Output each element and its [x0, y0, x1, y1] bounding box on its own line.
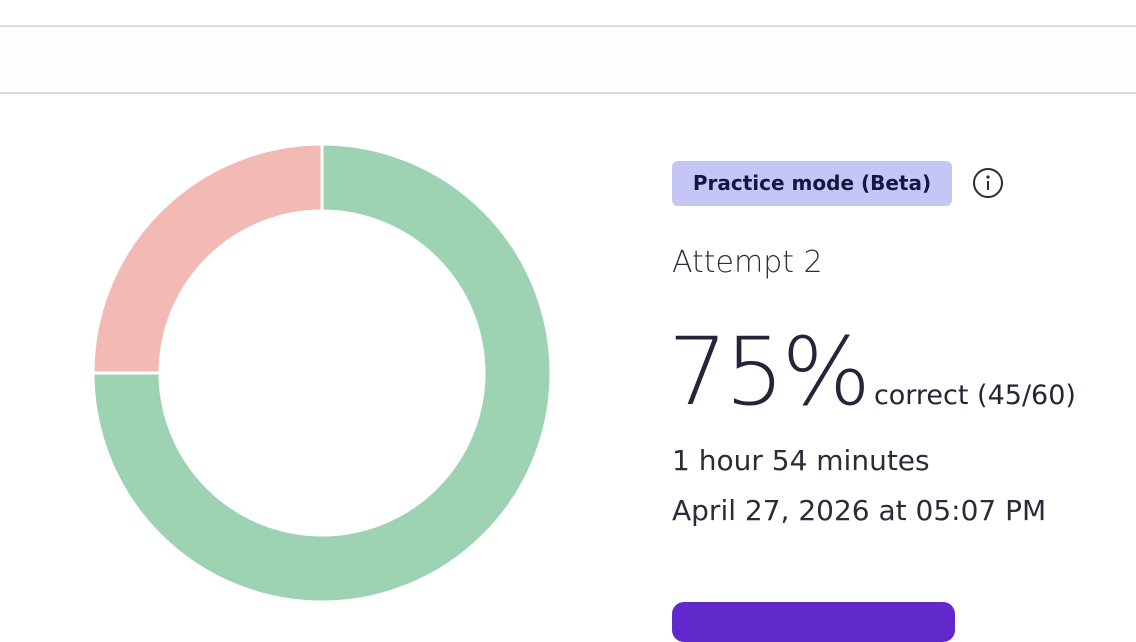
- donut-segment: [91, 142, 324, 375]
- donut-segment: [91, 142, 553, 604]
- mode-badge: Practice mode (Beta): [672, 161, 952, 206]
- attempt-label: Attempt 2: [672, 245, 823, 280]
- date: April 27, 2026 at 05:07 PM: [672, 494, 1047, 527]
- header-bar: [0, 25, 1136, 94]
- score-percent: 75%: [668, 318, 871, 427]
- donut-chart: [91, 142, 553, 604]
- score-detail: correct (45/60): [873, 380, 1076, 411]
- duration: 1 hour 54 minutes: [672, 444, 930, 477]
- score-row: 75% correct (45/60): [668, 318, 1076, 427]
- info-icon[interactable]: [972, 167, 1004, 199]
- action-button[interactable]: [672, 602, 955, 642]
- page: Practice mode (Beta) Attempt 2 75% correc…: [0, 25, 1136, 642]
